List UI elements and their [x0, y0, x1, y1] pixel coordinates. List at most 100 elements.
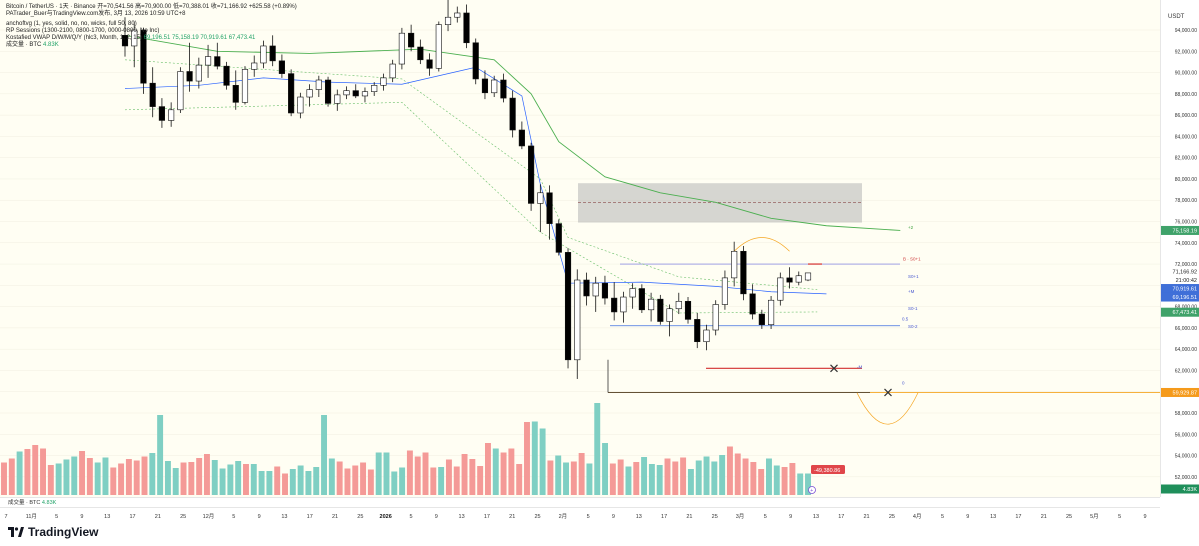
price-tick: 54,000.00 — [1175, 454, 1197, 460]
price-chart[interactable]: +2 B · S0+1 S0+1 +M S0-1 0.5 S0-2 0 -M -49,380.86… — [0, 0, 1160, 497]
volume-bar — [274, 466, 281, 495]
candle-up — [721, 277, 729, 305]
volume-bar — [32, 445, 39, 495]
price-tick: 78,000.00 — [1175, 198, 1197, 204]
volume-bar — [687, 469, 694, 495]
price-tick: 94,000.00 — [1175, 28, 1197, 34]
candle-up — [306, 89, 313, 98]
volume-bar — [563, 462, 569, 495]
time-tick: 9 — [966, 514, 969, 520]
candle-down — [417, 46, 424, 61]
price-tick: 82,000.00 — [1175, 156, 1197, 162]
candle-down — [657, 298, 664, 322]
candle-up — [537, 192, 544, 204]
volume-bar — [141, 456, 148, 495]
volume-bar — [445, 459, 452, 495]
volume-bar — [258, 471, 265, 495]
volume-bar — [125, 459, 132, 495]
indicator-line-4[interactable]: Kostafied VWAP D/W/M/Q/Y (hlc3, Month, 1… — [6, 35, 255, 42]
indicator-line-5[interactable]: 成交量 · BTC 4.83K — [6, 42, 59, 49]
volume-bar — [289, 469, 296, 495]
candle-down — [186, 71, 193, 82]
time-tick: 25 — [1066, 514, 1072, 520]
volume-bar — [531, 421, 538, 495]
volume-bar — [172, 468, 179, 495]
indicator-line-3[interactable]: RP Sessions (1300-2100, 0800-1700, 0000-… — [6, 28, 159, 35]
candle-down — [324, 79, 332, 104]
volume-bar — [86, 458, 93, 495]
volume-footer: 成交量 · BTC 4.83K — [0, 497, 1160, 508]
price-badge — [1161, 484, 1199, 494]
volume-indicator-value: 4.83K — [43, 42, 59, 48]
price-badge-text: 70,919.61 — [1173, 287, 1197, 293]
candle-up — [444, 16, 452, 25]
candle-up — [398, 32, 405, 65]
volume-bar — [118, 463, 125, 495]
volume-bar — [336, 461, 343, 495]
indicator-2-label: anchoftvg (1, yes, solid, no, no, wicks,… — [6, 21, 137, 27]
time-tick: 21 — [332, 514, 338, 520]
chart-area[interactable]: +2 B · S0+1 S0+1 +M S0-1 0.5 S0-2 0 -M -49,380.86… — [0, 0, 1160, 497]
price-badge-text: 67,473.41 — [1173, 310, 1197, 316]
time-tick: 11月 — [26, 513, 37, 520]
volume-bar — [469, 459, 476, 495]
volume-bar — [391, 471, 398, 495]
level-label: 0.5 — [902, 316, 909, 321]
plus-icon — [808, 486, 816, 494]
volume-bar — [766, 458, 772, 495]
candle-down — [509, 97, 516, 131]
time-tick: 13 — [459, 514, 465, 520]
volume-bar — [71, 456, 78, 495]
volume-bar — [40, 448, 46, 495]
time-tick: 13 — [990, 514, 996, 520]
vwap-band-upper — [124, 59, 818, 290]
volume-bar — [157, 415, 164, 495]
volume-bar — [352, 465, 359, 495]
time-axis[interactable]: 7 11月 5 9 13 17 21 25 12月 5 9 13 17 21 25 2026 5 9 13 17 21 2… — [0, 507, 1160, 522]
candle-up — [574, 279, 581, 361]
volume-bar — [719, 455, 726, 495]
candle-up — [675, 300, 682, 310]
time-tick: 9 — [1143, 514, 1146, 520]
time-tick: 13 — [281, 514, 287, 520]
time-tick: 9 — [789, 514, 792, 520]
candle-down — [121, 35, 129, 47]
time-tick: 7 — [4, 514, 7, 520]
volume-bar — [805, 473, 811, 495]
author-readout: PATrader_Buer与TradingView.com发布, 3月 13, … — [6, 11, 186, 17]
volume-bar — [344, 468, 351, 495]
volume-bar — [656, 465, 663, 495]
candle-up — [241, 69, 249, 103]
time-tick: 2月 — [559, 513, 568, 520]
candle-down — [500, 79, 507, 99]
time-tick: 5 — [1118, 514, 1121, 520]
time-tick: 25 — [357, 514, 363, 520]
volume-bar — [227, 464, 234, 495]
time-tick: 5 — [55, 514, 58, 520]
volume-bar — [711, 461, 718, 495]
candle-down — [694, 319, 701, 343]
volume-bar — [781, 467, 788, 495]
price-badge-text: 75,158.19 — [1173, 228, 1197, 234]
volume-bar — [516, 464, 523, 495]
volume-bar — [328, 458, 335, 495]
candle-up — [177, 71, 184, 111]
indicator-line-2[interactable]: anchoftvg (1, yes, solid, no, no, wicks,… — [6, 21, 137, 28]
volume-bar — [539, 428, 546, 495]
time-tick: 3月 — [736, 513, 745, 520]
volume-bar — [555, 455, 562, 495]
candle-up — [712, 304, 719, 331]
price-axis[interactable]: 94,000.00 92,000.00 90,000.00 88,000.00 86,0… — [1160, 0, 1199, 497]
candle-down — [140, 29, 147, 84]
volume-indicator-label: 成交量 · BTC — [6, 42, 42, 48]
price-tick: 66,000.00 — [1175, 326, 1197, 332]
tradingview-brand[interactable]: TradingView — [8, 525, 98, 539]
brand-name: TradingView — [28, 525, 99, 539]
volume-bar — [203, 454, 210, 495]
chart-header-line1: Bitcoin / TetherUS · 1天 · Binance 开=70,5… — [6, 4, 297, 11]
time-tick: 9 — [435, 514, 438, 520]
volume-bar — [547, 460, 554, 495]
volume-bar — [406, 450, 413, 495]
x-marker-target — [884, 388, 892, 397]
candle-down — [749, 293, 756, 315]
